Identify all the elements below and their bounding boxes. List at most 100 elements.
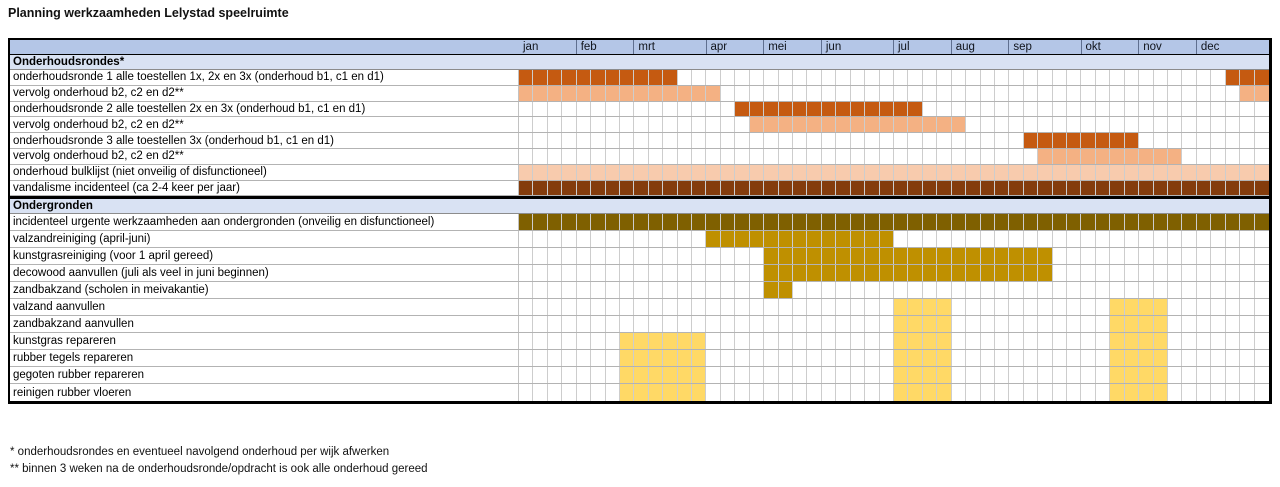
week-cell[interactable] — [1154, 101, 1169, 117]
gantt-filled-cell[interactable] — [663, 85, 678, 101]
week-cell[interactable] — [764, 85, 779, 101]
gantt-filled-cell[interactable] — [1124, 299, 1140, 316]
week-cell[interactable] — [1211, 85, 1226, 101]
week-cell[interactable] — [807, 148, 822, 164]
week-cell[interactable] — [721, 282, 736, 299]
week-cell[interactable] — [721, 333, 736, 350]
week-cell[interactable] — [606, 248, 620, 265]
gantt-filled-cell[interactable] — [908, 367, 923, 384]
week-cell[interactable] — [1255, 282, 1269, 298]
gantt-filled-cell[interactable] — [1009, 248, 1024, 265]
week-cell[interactable] — [995, 133, 1010, 148]
gantt-filled-cell[interactable] — [1052, 148, 1068, 164]
week-cell[interactable] — [606, 117, 620, 133]
gantt-filled-cell[interactable] — [980, 180, 995, 196]
week-cell[interactable] — [1009, 70, 1024, 85]
gantt-filled-cell[interactable] — [807, 117, 822, 133]
week-cell[interactable] — [1125, 85, 1140, 101]
week-cell[interactable] — [995, 333, 1010, 350]
week-cell[interactable] — [519, 333, 534, 350]
gantt-filled-cell[interactable] — [893, 384, 909, 402]
gantt-filled-cell[interactable] — [605, 70, 620, 85]
week-cell[interactable] — [692, 70, 707, 85]
week-cell[interactable] — [880, 384, 894, 402]
week-cell[interactable] — [807, 384, 822, 402]
gantt-filled-cell[interactable] — [1081, 164, 1096, 180]
week-cell[interactable] — [1240, 133, 1255, 148]
week-cell[interactable] — [678, 117, 693, 133]
week-cell[interactable] — [764, 333, 779, 350]
week-cell[interactable] — [807, 316, 822, 333]
week-cell[interactable] — [1067, 248, 1082, 265]
gantt-filled-cell[interactable] — [1023, 133, 1039, 148]
gantt-filled-cell[interactable] — [1139, 148, 1154, 164]
week-cell[interactable] — [966, 117, 981, 133]
gantt-filled-cell[interactable] — [879, 265, 894, 282]
gantt-filled-cell[interactable] — [1067, 214, 1082, 231]
gantt-filled-cell[interactable] — [1110, 133, 1125, 148]
task-label[interactable]: reinigen rubber vloeren — [10, 384, 519, 402]
week-cell[interactable] — [1255, 117, 1269, 132]
week-cell[interactable] — [1038, 282, 1053, 299]
gantt-filled-cell[interactable] — [677, 333, 693, 350]
gantt-filled-cell[interactable] — [937, 350, 952, 367]
week-cell[interactable] — [577, 248, 592, 265]
week-cell[interactable] — [923, 231, 938, 248]
week-cell[interactable] — [865, 367, 880, 384]
week-cell[interactable] — [1096, 333, 1111, 350]
gantt-filled-cell[interactable] — [1110, 316, 1125, 333]
gantt-filled-cell[interactable] — [807, 101, 822, 117]
task-label[interactable]: onderhoud bulklijst (niet onveilig of di… — [10, 164, 519, 180]
week-cell[interactable] — [750, 299, 765, 316]
gantt-filled-cell[interactable] — [850, 180, 866, 196]
week-cell[interactable] — [1024, 85, 1039, 101]
week-cell[interactable] — [519, 133, 534, 148]
gantt-filled-cell[interactable] — [807, 231, 822, 248]
week-cell[interactable] — [519, 101, 534, 117]
week-cell[interactable] — [1182, 265, 1197, 282]
gantt-filled-cell[interactable] — [1023, 214, 1039, 231]
week-cell[interactable] — [908, 85, 923, 101]
week-cell[interactable] — [721, 85, 736, 101]
gantt-filled-cell[interactable] — [893, 164, 909, 180]
gantt-filled-cell[interactable] — [1153, 164, 1169, 180]
week-cell[interactable] — [1168, 299, 1183, 316]
week-cell[interactable] — [1240, 101, 1255, 117]
gantt-filled-cell[interactable] — [951, 164, 967, 180]
week-cell[interactable] — [981, 85, 995, 101]
gantt-filled-cell[interactable] — [836, 180, 851, 196]
week-cell[interactable] — [692, 282, 707, 299]
gantt-filled-cell[interactable] — [735, 214, 750, 231]
gantt-filled-cell[interactable] — [1009, 180, 1024, 196]
week-cell[interactable] — [1081, 101, 1096, 117]
week-cell[interactable] — [1154, 117, 1169, 133]
week-cell[interactable] — [1081, 117, 1096, 133]
week-cell[interactable] — [663, 265, 678, 282]
week-cell[interactable] — [865, 384, 880, 402]
week-cell[interactable] — [591, 282, 606, 299]
week-cell[interactable] — [620, 248, 635, 265]
week-cell[interactable] — [793, 350, 808, 367]
week-cell[interactable] — [649, 133, 664, 148]
gantt-filled-cell[interactable] — [893, 101, 909, 117]
week-cell[interactable] — [678, 101, 693, 117]
gantt-filled-cell[interactable] — [1110, 214, 1125, 231]
week-cell[interactable] — [865, 350, 880, 367]
week-cell[interactable] — [1226, 85, 1241, 101]
week-cell[interactable] — [663, 248, 678, 265]
gantt-filled-cell[interactable] — [1240, 164, 1255, 180]
week-cell[interactable] — [1110, 282, 1125, 299]
gantt-filled-cell[interactable] — [1038, 148, 1053, 164]
gantt-filled-cell[interactable] — [778, 117, 794, 133]
week-cell[interactable] — [807, 299, 822, 316]
week-cell[interactable] — [1211, 282, 1226, 299]
gantt-filled-cell[interactable] — [677, 367, 693, 384]
week-cell[interactable] — [533, 316, 548, 333]
week-cell[interactable] — [1139, 248, 1154, 265]
gantt-filled-cell[interactable] — [778, 180, 794, 196]
gantt-filled-cell[interactable] — [821, 180, 837, 196]
week-cell[interactable] — [1226, 117, 1241, 133]
gantt-filled-cell[interactable] — [778, 101, 794, 117]
gantt-filled-cell[interactable] — [850, 101, 866, 117]
week-cell[interactable] — [519, 265, 534, 282]
